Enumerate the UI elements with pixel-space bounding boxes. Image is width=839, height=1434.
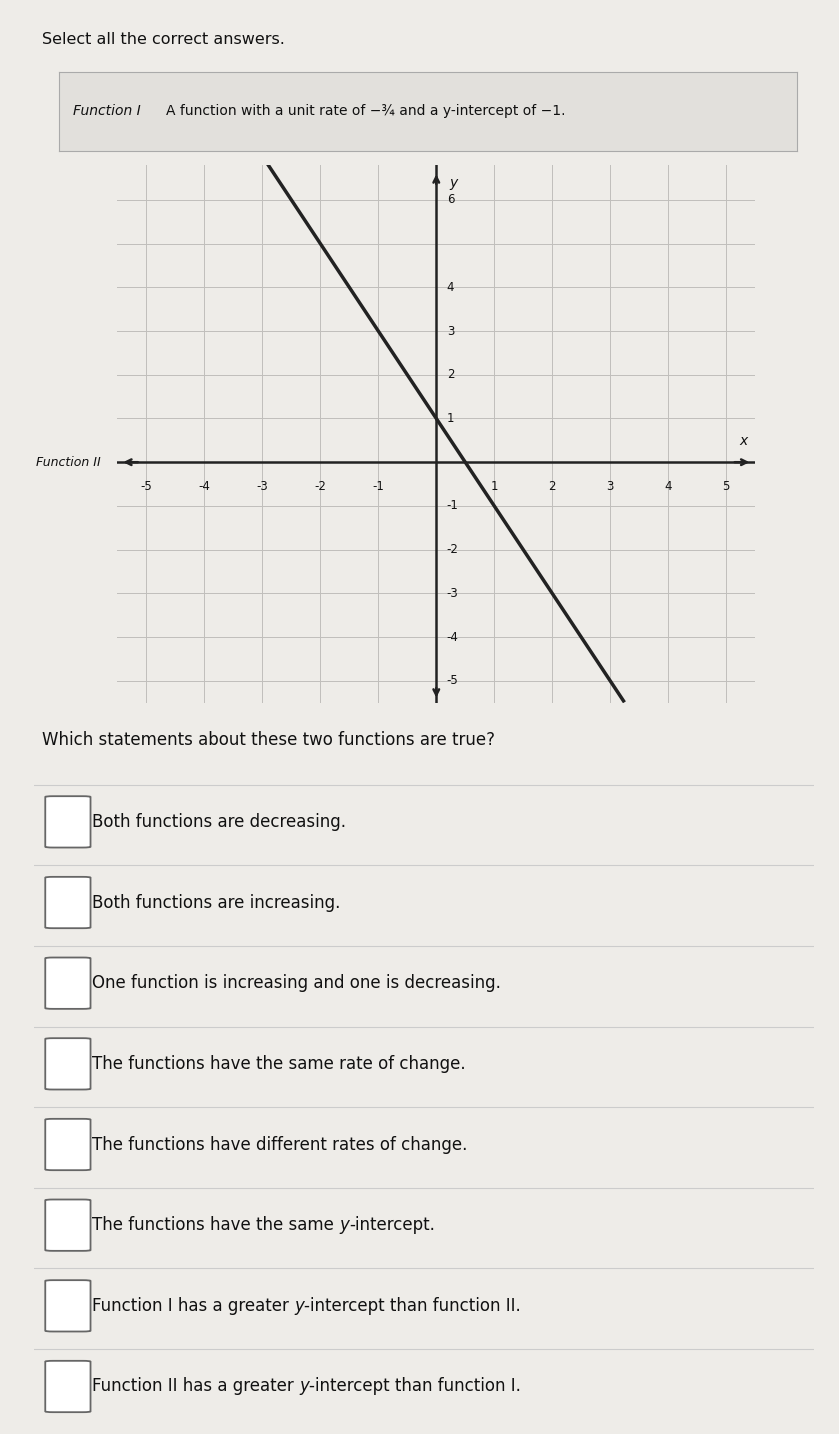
Text: Select all the correct answers.: Select all the correct answers.: [42, 32, 284, 47]
Text: The functions have different rates of change.: The functions have different rates of ch…: [92, 1136, 467, 1153]
FancyBboxPatch shape: [45, 1281, 91, 1332]
Text: A function with a unit rate of −¾ and a y-intercept of −1.: A function with a unit rate of −¾ and a …: [166, 105, 565, 118]
Text: -4: -4: [199, 480, 211, 493]
Text: 4: 4: [446, 281, 454, 294]
Text: Function II has a greater: Function II has a greater: [92, 1378, 299, 1395]
Text: Which statements about these two functions are true?: Which statements about these two functio…: [42, 731, 495, 749]
Text: y: y: [294, 1296, 304, 1315]
Text: Both functions are decreasing.: Both functions are decreasing.: [92, 813, 346, 830]
Text: y: y: [449, 176, 457, 189]
Text: -3: -3: [257, 480, 268, 493]
FancyBboxPatch shape: [45, 796, 91, 847]
Text: -2: -2: [446, 543, 459, 556]
Text: Function II: Function II: [36, 456, 101, 469]
Text: x: x: [739, 435, 748, 449]
Text: 4: 4: [664, 480, 672, 493]
FancyBboxPatch shape: [45, 958, 91, 1010]
FancyBboxPatch shape: [45, 1361, 91, 1412]
Text: 1: 1: [446, 412, 454, 424]
Text: -intercept.: -intercept.: [349, 1216, 435, 1235]
Text: -1: -1: [373, 480, 384, 493]
Text: 2: 2: [549, 480, 556, 493]
Text: Function I: Function I: [74, 105, 141, 118]
Text: The functions have the same: The functions have the same: [92, 1216, 339, 1235]
Text: y: y: [299, 1378, 309, 1395]
Text: -intercept than function II.: -intercept than function II.: [304, 1296, 521, 1315]
FancyBboxPatch shape: [45, 876, 91, 928]
Text: -2: -2: [315, 480, 326, 493]
Text: One function is increasing and one is decreasing.: One function is increasing and one is de…: [92, 974, 501, 992]
Text: -3: -3: [446, 587, 458, 599]
Text: -intercept than function I.: -intercept than function I.: [309, 1378, 521, 1395]
Text: -4: -4: [446, 631, 459, 644]
Text: 1: 1: [491, 480, 498, 493]
Text: -5: -5: [446, 674, 458, 687]
Text: 6: 6: [446, 194, 454, 206]
FancyBboxPatch shape: [45, 1199, 91, 1250]
Text: 2: 2: [446, 369, 454, 381]
Text: -5: -5: [141, 480, 153, 493]
Text: y: y: [339, 1216, 349, 1235]
Text: 3: 3: [607, 480, 614, 493]
Text: Both functions are increasing.: Both functions are increasing.: [92, 893, 341, 912]
Text: -1: -1: [446, 499, 459, 512]
Text: Function I has a greater: Function I has a greater: [92, 1296, 294, 1315]
FancyBboxPatch shape: [45, 1038, 91, 1090]
Text: The functions have the same rate of change.: The functions have the same rate of chan…: [92, 1055, 466, 1073]
FancyBboxPatch shape: [45, 1119, 91, 1170]
Text: 3: 3: [446, 324, 454, 337]
Text: 5: 5: [722, 480, 730, 493]
